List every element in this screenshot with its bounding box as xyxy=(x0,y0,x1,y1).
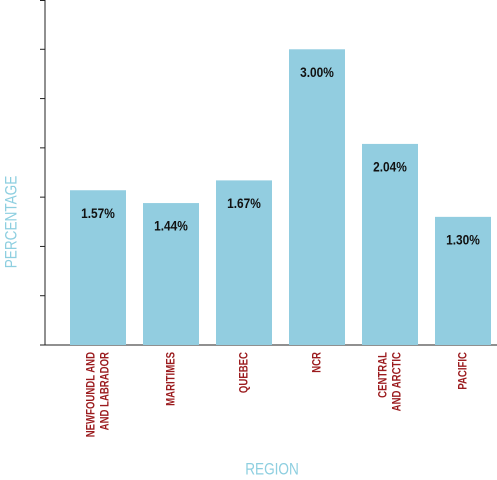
value-label: 1.44% xyxy=(154,218,188,234)
value-label: 2.04% xyxy=(373,159,407,175)
x-tick-label-line: CENTRAL xyxy=(376,352,389,398)
x-tick-label: CENTRALAND ARCTIC xyxy=(376,352,403,412)
bar xyxy=(435,216,491,345)
x-tick-label: NCR xyxy=(310,352,323,373)
value-label: 1.30% xyxy=(446,232,480,248)
x-tick-label-line: QUEBEC xyxy=(237,352,250,393)
x-axis-title: REGION xyxy=(245,460,299,479)
x-tick-label-line: NEWFOUNDL AND xyxy=(84,352,97,437)
bar xyxy=(289,49,345,346)
x-tick-label-line: AND LABRADOR xyxy=(98,352,111,430)
x-tick-label-line: MARITIMES xyxy=(164,352,177,406)
value-label: 1.67% xyxy=(227,195,261,211)
bar xyxy=(143,203,199,345)
x-tick-label: NEWFOUNDL ANDAND LABRADOR xyxy=(84,352,111,437)
x-tick-label-line: NCR xyxy=(310,352,323,373)
x-tick-label-line: AND ARCTIC xyxy=(390,352,403,411)
bar xyxy=(216,180,272,345)
bar xyxy=(70,190,126,345)
x-tick-label: MARITIMES xyxy=(164,352,177,406)
x-tick-label-line: PACIFIC xyxy=(456,352,469,390)
bar xyxy=(362,143,418,345)
x-tick-label: PACIFIC xyxy=(456,352,469,390)
value-label: 1.57% xyxy=(81,205,115,221)
value-label: 3.00% xyxy=(300,64,334,80)
x-tick-label: QUEBEC xyxy=(237,352,250,393)
y-axis-title: PERCENTAGE xyxy=(2,176,21,269)
